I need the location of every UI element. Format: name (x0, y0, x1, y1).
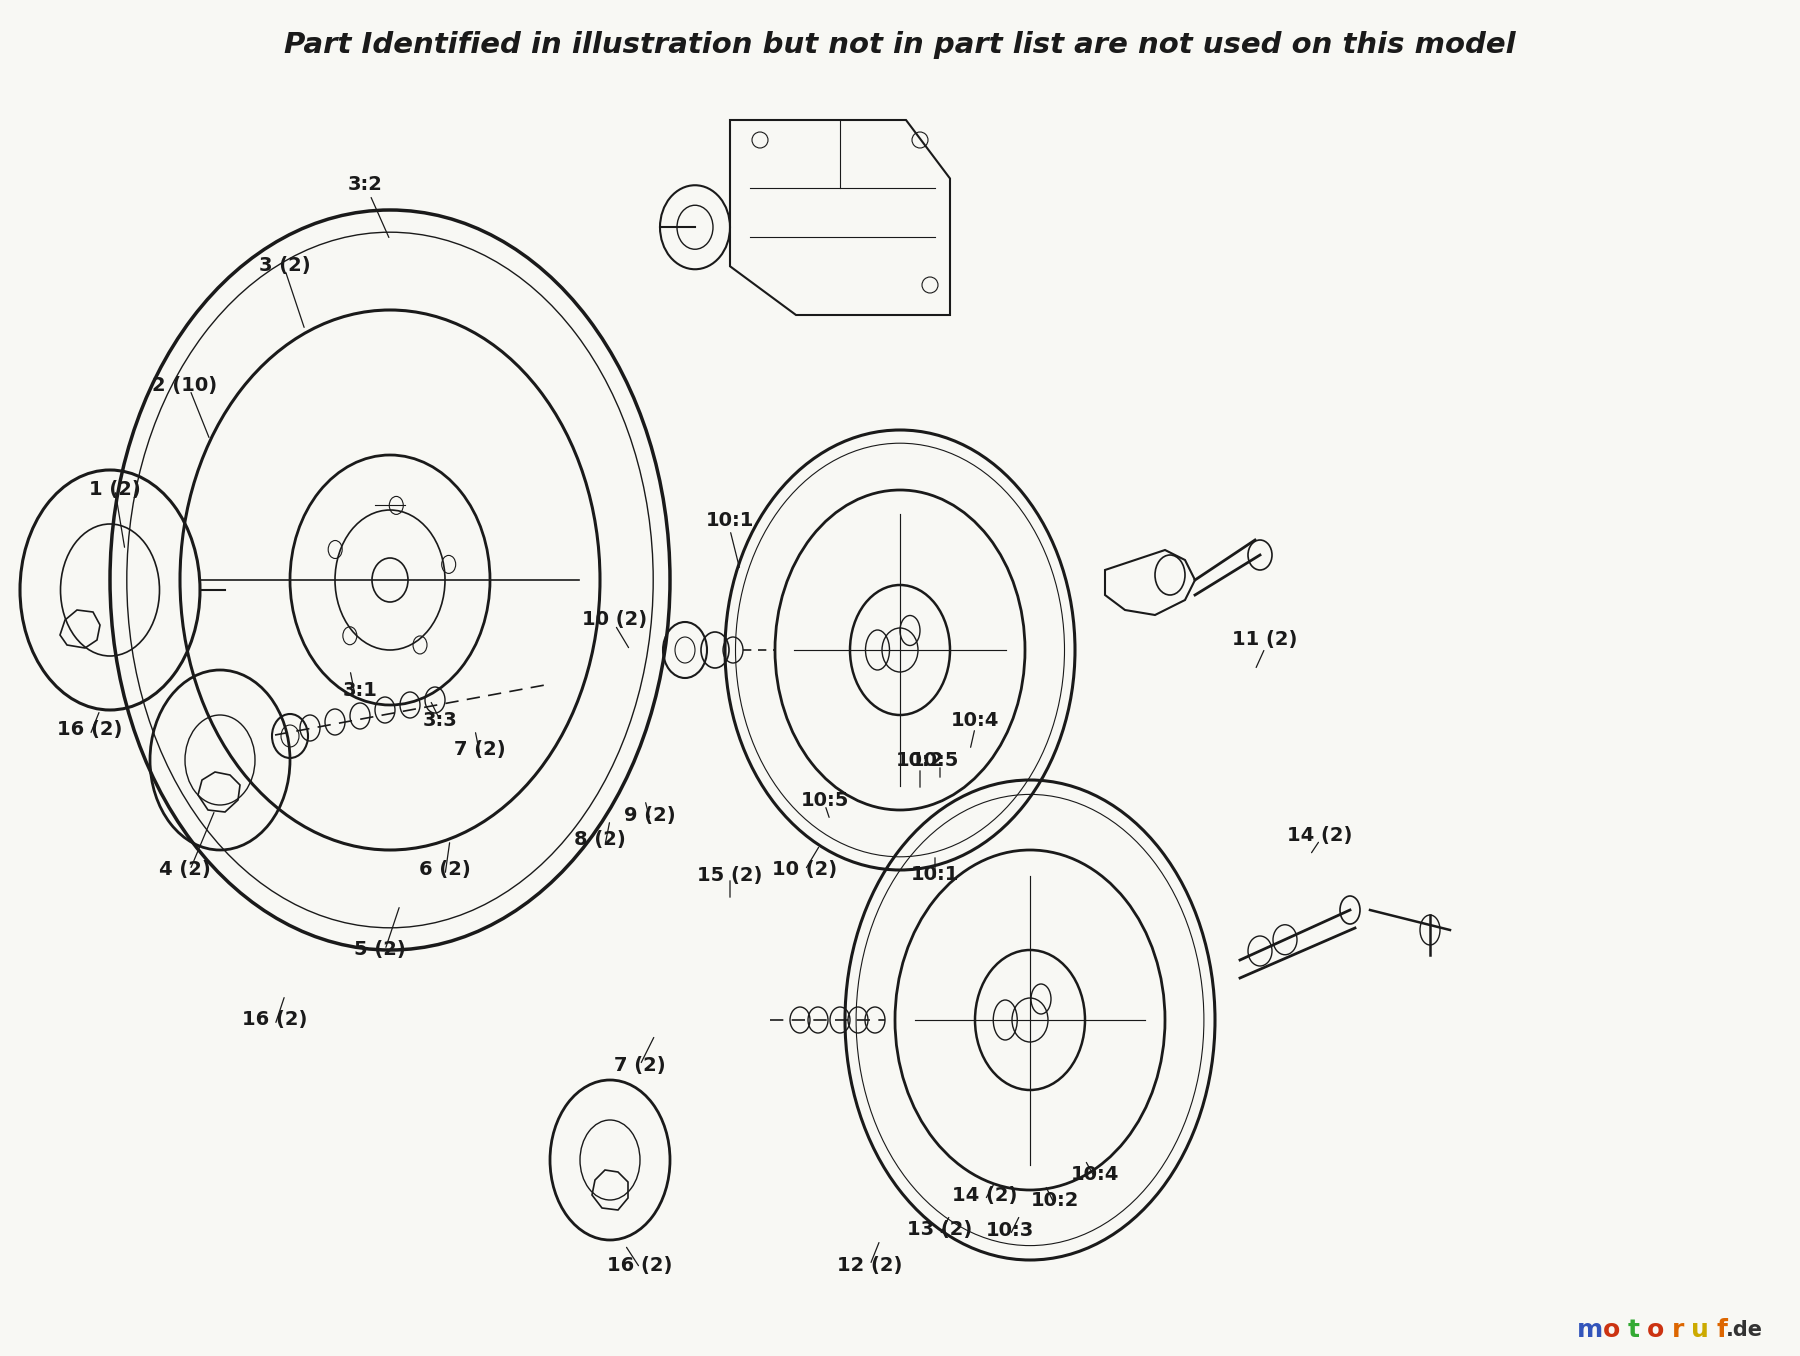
Text: 2 (10): 2 (10) (153, 376, 218, 395)
Text: 9 (2): 9 (2) (625, 805, 675, 824)
Text: 1 (2): 1 (2) (90, 480, 140, 499)
Text: 7 (2): 7 (2) (614, 1055, 666, 1074)
Text: 10:4: 10:4 (1071, 1166, 1120, 1185)
Text: .de: .de (1726, 1319, 1762, 1340)
Text: o: o (1604, 1318, 1620, 1342)
Text: 11 (2): 11 (2) (1233, 631, 1298, 650)
Text: 12 (2): 12 (2) (837, 1256, 902, 1275)
Text: 5 (2): 5 (2) (355, 941, 405, 960)
Text: 4 (2): 4 (2) (158, 861, 211, 880)
Text: 13 (2): 13 (2) (907, 1220, 972, 1239)
Text: 15 (2): 15 (2) (697, 865, 763, 884)
Text: 3:2: 3:2 (347, 175, 382, 194)
Text: 14 (2): 14 (2) (1287, 826, 1352, 845)
Text: 10 (2): 10 (2) (772, 861, 837, 880)
Text: 10:3: 10:3 (986, 1220, 1035, 1239)
Text: 10:5: 10:5 (911, 750, 959, 769)
Text: r: r (1672, 1318, 1685, 1342)
Text: 10:2: 10:2 (896, 750, 945, 769)
Text: 6 (2): 6 (2) (419, 861, 472, 880)
Text: u: u (1690, 1318, 1708, 1342)
Text: 3 (2): 3 (2) (259, 255, 311, 274)
Text: 14 (2): 14 (2) (952, 1185, 1017, 1204)
Text: 10:1: 10:1 (911, 865, 959, 884)
Text: t: t (1627, 1318, 1640, 1342)
Text: o: o (1647, 1318, 1665, 1342)
Text: 3:1: 3:1 (342, 681, 378, 700)
Text: 16 (2): 16 (2) (58, 720, 122, 739)
Text: 3:3: 3:3 (423, 711, 457, 730)
Text: 10 (2): 10 (2) (583, 610, 648, 629)
Text: 10:1: 10:1 (706, 510, 754, 529)
Text: 10:4: 10:4 (950, 711, 999, 730)
Text: Part Identified in illustration but not in part list are not used on this model: Part Identified in illustration but not … (284, 31, 1516, 60)
Text: 16 (2): 16 (2) (607, 1256, 673, 1275)
Text: m: m (1577, 1318, 1604, 1342)
Text: 16 (2): 16 (2) (243, 1010, 308, 1029)
Text: 10:2: 10:2 (1031, 1191, 1080, 1210)
Text: 7 (2): 7 (2) (454, 740, 506, 759)
Text: f: f (1717, 1318, 1728, 1342)
Text: 8 (2): 8 (2) (574, 830, 626, 849)
Text: 10:5: 10:5 (801, 791, 850, 810)
